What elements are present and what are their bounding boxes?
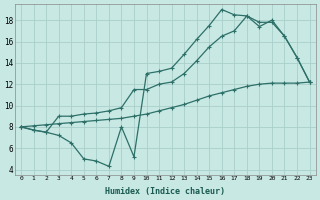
X-axis label: Humidex (Indice chaleur): Humidex (Indice chaleur)	[105, 187, 225, 196]
